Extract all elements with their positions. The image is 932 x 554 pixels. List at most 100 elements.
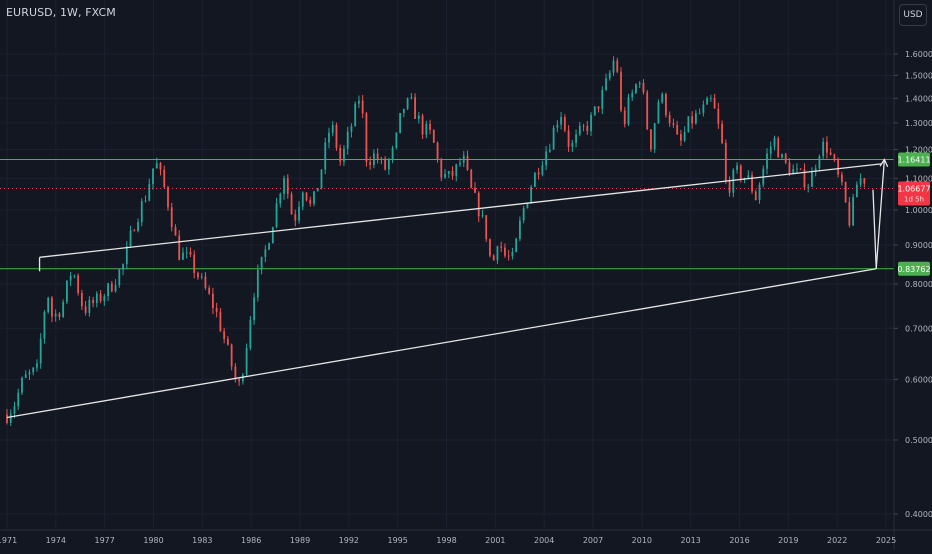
time-axis[interactable]: 1971 1974 1977 1980 1983 1986 1989 1992 1995 1998… [0,529,932,545]
candle-body [346,131,349,149]
candle-body [620,71,622,111]
candle-body [137,222,139,231]
candle-body [47,297,50,312]
candle-body [402,108,405,113]
candle-body [253,297,255,320]
candle-body [668,115,671,124]
candle-body [754,191,757,200]
candle-body [533,172,536,187]
candle-body [189,251,192,255]
candle-body [88,299,91,313]
candles [6,56,866,427]
candle-body [125,246,128,265]
candle-body [133,230,136,232]
candle-body [844,182,847,203]
candle-body [215,308,218,312]
level-price-tag [898,261,930,276]
candle-body [155,163,158,169]
candle-body [354,103,357,127]
candle-body [702,104,705,113]
candle-body [58,313,61,317]
x-tick-label: 1992 [339,536,359,545]
candle-body [43,311,46,339]
candle-body [395,132,398,148]
candle-body [593,106,596,115]
candle-body [829,152,832,155]
x-tick-label: 2010 [632,536,652,545]
candle-body [28,372,31,375]
last-price-tag [898,181,930,206]
candle-body [500,246,503,248]
candle-body [582,125,585,127]
candle-body [103,296,106,302]
candle-body [530,186,533,203]
candle-body [653,123,656,150]
candle-body [114,285,117,292]
candle-body [489,239,491,256]
candle-body [474,187,476,193]
candle-body [69,275,72,281]
projection-arrow[interactable] [875,159,886,269]
candle-body [706,98,709,105]
candle-body [129,230,132,247]
candle-body [814,168,817,172]
candle-body [241,374,244,382]
candle-body [144,200,147,202]
currency-button[interactable]: USD [899,4,927,26]
candle-body [406,98,409,109]
candle-body [799,168,802,170]
candle-body [313,191,315,204]
trend-lines[interactable] [6,158,889,419]
candle-body [66,280,68,302]
level-price-tag [898,152,930,167]
candle-body [399,112,402,133]
candle-body [826,141,828,153]
trend-line[interactable] [39,163,882,258]
candle-body [623,110,626,125]
candle-body [163,169,166,188]
candle-body [537,172,540,175]
candle-body [612,60,615,73]
candle-body [803,169,806,188]
candle-body [492,255,495,261]
candle-body [200,276,203,278]
candle-body [178,235,181,260]
candle-body [563,117,566,131]
candle-body [309,199,312,204]
candle-body [275,203,278,228]
trend-line[interactable] [6,268,877,419]
candle-body [77,275,80,293]
candle-body [110,283,113,292]
candle-body [833,154,836,160]
candle-body [260,256,263,270]
candle-body [605,78,607,90]
candle-body [526,202,529,209]
candle-body [691,116,694,124]
candle-body [51,297,53,317]
candle-body [369,161,372,165]
candle-body [264,249,267,257]
candle-body [380,158,383,160]
candle-body [840,174,843,183]
candle-body [777,138,780,158]
projection-arrow[interactable] [872,189,877,269]
x-tick-label: 2007 [583,536,603,545]
candle-body [238,379,241,382]
candle-body [13,406,16,414]
candle-body [62,301,65,317]
candle-body [713,97,716,109]
candle-body [335,125,338,148]
candle-body [459,162,461,165]
candle-body [560,117,562,125]
candle-body [687,116,690,133]
x-tick-label: 2016 [729,536,749,545]
x-tick-label: 1998 [436,536,456,545]
candle-body [586,125,589,132]
